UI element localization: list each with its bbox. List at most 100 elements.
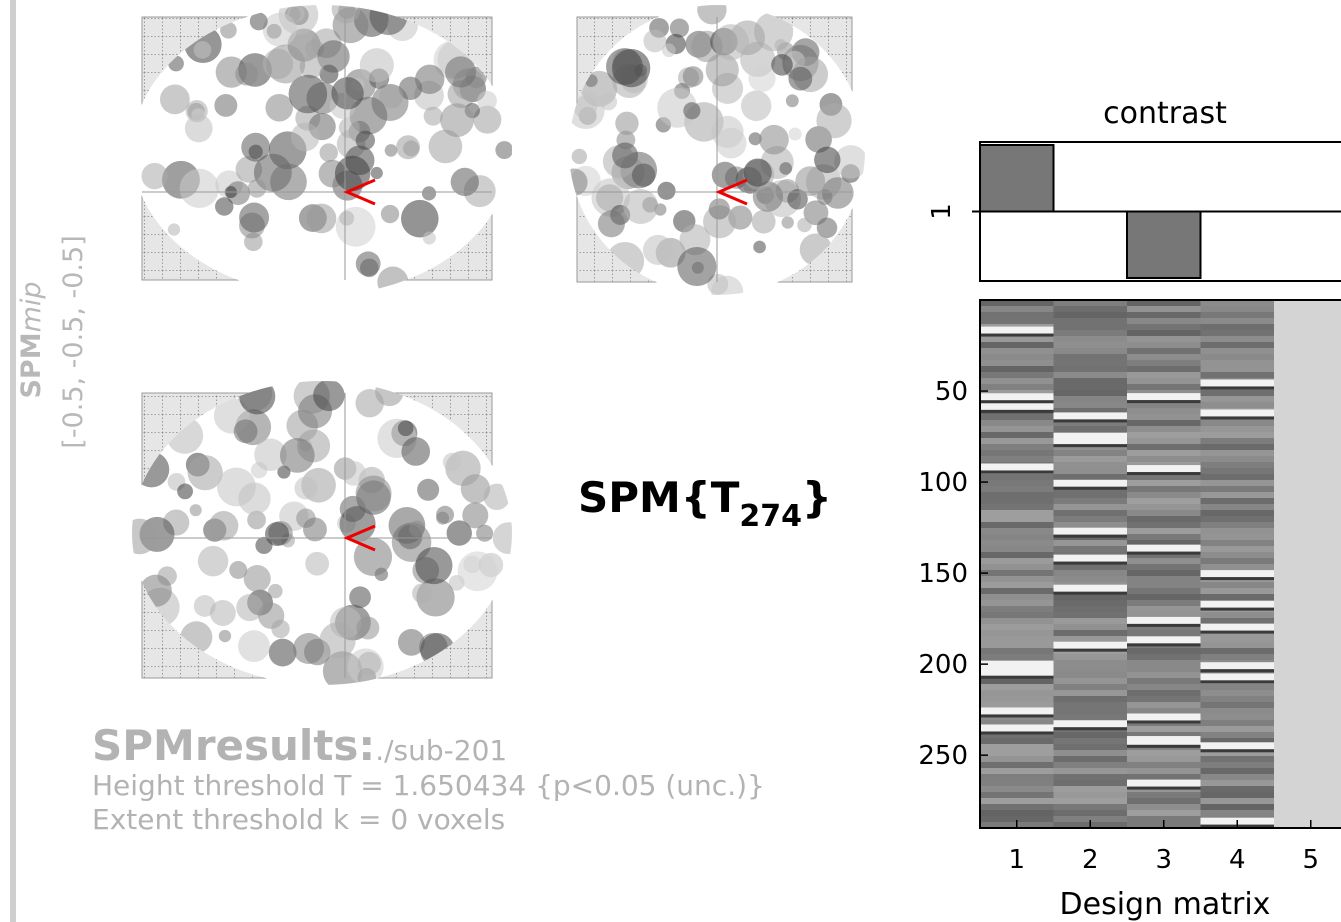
design-shade	[980, 684, 1055, 690]
design-shade	[1127, 438, 1202, 444]
design-shade	[980, 762, 1055, 768]
design-shade	[1200, 534, 1275, 540]
brain-blob	[751, 209, 776, 234]
design-stripe	[1053, 641, 1128, 649]
design-shade	[980, 588, 1055, 594]
design-shade	[980, 372, 1055, 378]
design-shade	[1200, 804, 1275, 810]
design-shade	[1127, 534, 1202, 540]
design-shade	[1127, 354, 1202, 360]
design-shade	[1127, 558, 1202, 564]
design-stripe-edge	[1200, 607, 1275, 611]
design-shade	[1200, 582, 1275, 588]
brain-blob	[355, 251, 381, 277]
design-shade	[980, 306, 1055, 312]
design-stripe	[980, 668, 1055, 676]
design-stripe	[1053, 527, 1128, 535]
brain-body	[132, 381, 512, 685]
design-shade	[980, 528, 1055, 534]
design-shade	[1053, 576, 1128, 582]
design-shade	[980, 552, 1055, 558]
design-shade	[980, 438, 1055, 444]
brain-blob	[303, 517, 327, 542]
design-shade	[1127, 726, 1202, 732]
design-shade	[1200, 492, 1275, 498]
design-shade	[980, 480, 1055, 486]
design-stripe	[1127, 713, 1202, 721]
brain-blob	[705, 53, 739, 87]
brain-blob	[218, 629, 232, 643]
design-shade	[980, 522, 1055, 528]
design-shade	[1053, 468, 1128, 474]
design-shade	[1200, 768, 1275, 774]
design-shade	[980, 600, 1055, 606]
brain-blob	[357, 651, 382, 676]
brain-blob	[215, 197, 234, 216]
design-shade	[1053, 504, 1128, 510]
design-shade	[1200, 654, 1275, 660]
brain-blob	[388, 507, 426, 544]
design-shade	[980, 612, 1055, 618]
design-shade	[1127, 498, 1202, 504]
design-shade	[980, 414, 1055, 420]
design-shade	[1127, 522, 1202, 528]
design-shade	[1053, 516, 1128, 522]
design-stripe-edge	[1200, 416, 1275, 420]
design-shade	[1200, 738, 1275, 744]
design-shade	[1053, 744, 1128, 750]
design-shade	[1200, 726, 1275, 732]
design-shade	[980, 450, 1055, 456]
brain-blob	[421, 186, 437, 201]
brain-blob	[290, 122, 320, 152]
design-stripe	[1127, 544, 1202, 552]
brain-blob	[631, 163, 656, 187]
brain-blob	[349, 586, 371, 609]
brain-blob	[209, 600, 236, 626]
brain-blob	[380, 204, 400, 224]
design-shade	[980, 702, 1055, 708]
design-stripe	[1053, 554, 1128, 562]
brain-blob	[417, 478, 440, 501]
design-shade	[1200, 618, 1275, 624]
design-shade	[1127, 798, 1202, 804]
design-shade	[980, 342, 1055, 348]
design-shade	[980, 786, 1055, 792]
design-shade	[1053, 546, 1128, 552]
design-shade	[1200, 390, 1275, 396]
design-shade	[980, 378, 1055, 384]
brain-blob	[662, 43, 676, 58]
design-shade	[980, 624, 1055, 630]
design-column	[1274, 300, 1341, 828]
brain-blob	[355, 130, 376, 151]
design-shade	[1200, 336, 1275, 342]
brain-blob	[422, 231, 436, 245]
results-heading: SPMresults:./sub-201	[92, 721, 507, 770]
brain-blob	[611, 48, 651, 88]
design-shade	[1200, 786, 1275, 792]
design-shade	[1200, 558, 1275, 564]
design-shade	[1200, 552, 1275, 558]
brain-blob	[623, 188, 659, 224]
design-shade	[1200, 420, 1275, 426]
design-shade	[1053, 606, 1128, 612]
brain-blob	[359, 48, 394, 83]
brain-blob	[235, 62, 259, 86]
design-shade	[1053, 810, 1128, 816]
design-shade	[1200, 504, 1275, 510]
brain-blob	[268, 638, 297, 667]
design-shade	[1127, 708, 1202, 714]
brain-blob	[711, 161, 739, 189]
design-shade	[1053, 690, 1128, 696]
brain-blob	[642, 234, 674, 265]
design-shade	[1200, 798, 1275, 804]
design-shade	[1200, 474, 1275, 480]
design-shade	[980, 618, 1055, 624]
design-stripe	[980, 393, 1055, 401]
brain-blob	[339, 506, 376, 543]
design-shade	[980, 474, 1055, 480]
brain-blob	[331, 77, 364, 110]
cursor-arrow	[343, 524, 376, 552]
brain-blob	[305, 551, 330, 576]
design-shade	[1127, 804, 1202, 810]
y-tick-label: 250	[918, 741, 968, 771]
